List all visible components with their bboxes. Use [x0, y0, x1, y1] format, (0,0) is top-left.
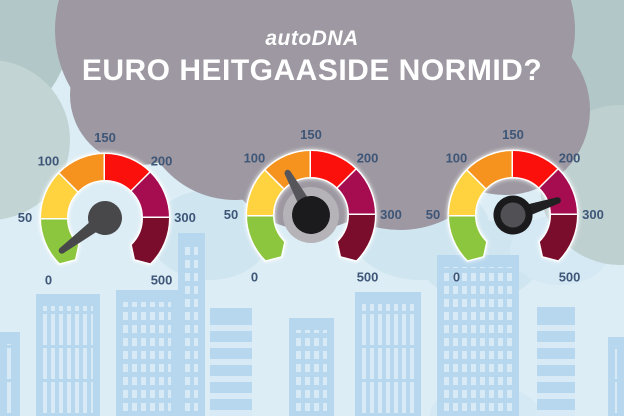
gauge-segment: [336, 213, 377, 262]
gauge-tick-label: 150: [94, 130, 116, 145]
gauge-segment: [538, 213, 579, 262]
gauge-segment: [245, 213, 286, 262]
gauge-hub: [292, 196, 330, 234]
gray-smoke-cloud: [70, 25, 210, 165]
building: [210, 308, 252, 416]
building: [608, 337, 624, 416]
gauge-tick-label: 200: [151, 153, 173, 168]
building: [537, 307, 575, 416]
gauge-tick-label: 50: [426, 207, 440, 222]
gauge-needle: [493, 195, 561, 235]
gauge-tick-label: 50: [18, 210, 32, 225]
gauge-tick-label: 150: [300, 127, 322, 142]
gauge-tick-label: 300: [380, 207, 402, 222]
gauge-segment: [130, 216, 171, 265]
gauge-segment: [447, 213, 488, 262]
gauge-middle: 0 50 100 150 200 300 500: [211, 109, 411, 299]
gauge-tick-label: 100: [38, 153, 60, 168]
building: [178, 233, 205, 416]
gauge-tick-label: 0: [45, 273, 52, 288]
gauge-needle: [283, 169, 339, 243]
building: [355, 292, 421, 416]
gauge-right: 0 50 100 150 200 300 500: [413, 109, 613, 299]
building: [116, 290, 178, 416]
gauge-hub: [88, 201, 122, 236]
header: autoDNA EURO HEITGAASIDE NORMID?: [0, 27, 624, 107]
gauge-tick-label: 500: [559, 270, 581, 285]
building: [36, 294, 100, 416]
gauge-tick-label: 0: [251, 270, 258, 285]
gauge-left: 0 50 100 150 200 300 500: [5, 112, 205, 302]
gauge-tick-label: 0: [453, 270, 460, 285]
gauge-tick-label: 150: [502, 127, 524, 142]
gauge-tick-label: 300: [582, 207, 604, 222]
building: [289, 318, 334, 416]
gauge-tick-label: 500: [151, 273, 173, 288]
gauge-hub: [493, 195, 533, 235]
gauge-tick-label: 200: [559, 150, 581, 165]
page-title: EURO HEITGAASIDE NORMID?: [81, 54, 543, 87]
building: [0, 332, 20, 416]
brand-logo: autoDNA: [265, 27, 359, 50]
gauge-needle: [58, 201, 122, 254]
building: [437, 255, 519, 416]
gauge-tick-label: 50: [224, 207, 238, 222]
gauge-tick-label: 500: [357, 270, 379, 285]
gauge-tick-label: 300: [174, 210, 196, 225]
gauge-tick-label: 200: [357, 150, 379, 165]
gauge-tick-label: 100: [244, 150, 266, 165]
gauge-tick-label: 100: [446, 150, 468, 165]
